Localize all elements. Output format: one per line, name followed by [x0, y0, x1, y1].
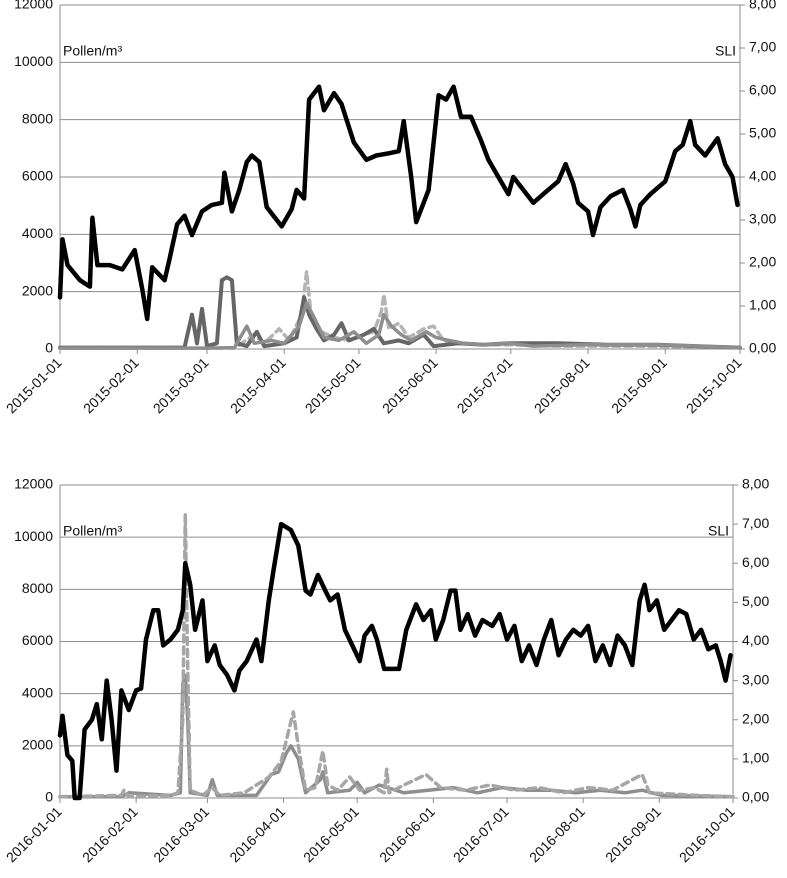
y2-tick-label: 3,00	[749, 211, 776, 227]
x-tick-label: 2016-06-01	[376, 803, 438, 865]
series-line	[58, 301, 742, 350]
y2-axis-label: SLI	[708, 523, 729, 539]
x-tick-label: 2015-04-01	[227, 354, 289, 416]
x-tick-label: 2015-08-01	[531, 354, 593, 416]
y2-tick-label: 1,00	[742, 750, 769, 766]
y2-tick-label: 1,00	[749, 297, 776, 313]
x-tick-label: 2015-02-01	[80, 354, 142, 416]
x-tick-label: 2016-01-01	[3, 803, 65, 865]
y-tick-label: 12000	[14, 0, 53, 12]
y2-axis-label: SLI	[715, 43, 736, 59]
y-tick-label: 2000	[22, 737, 53, 753]
y2-tick-label: 5,00	[749, 125, 776, 141]
x-tick-label: 2016-10-01	[676, 803, 738, 865]
y2-tick-label: 4,00	[749, 168, 776, 184]
y2-tick-label: 7,00	[742, 515, 769, 531]
y-tick-label: 8000	[22, 580, 53, 596]
x-tick-label: 2015-05-01	[302, 354, 364, 416]
y2-tick-label: 6,00	[742, 554, 769, 570]
y-axis-label: Pollen/m³	[63, 523, 122, 539]
y-tick-label: 4000	[22, 684, 53, 700]
y-tick-label: 6000	[22, 632, 53, 648]
y2-tick-label: 0,00	[742, 789, 769, 805]
y-tick-label: 10000	[14, 53, 53, 69]
x-tick-label: 2015-01-01	[3, 354, 65, 416]
x-tick-label: 2015-07-01	[454, 354, 516, 416]
x-tick-label: 2015-06-01	[379, 354, 441, 416]
series-line	[58, 275, 742, 350]
x-tick-label: 2016-05-01	[300, 803, 362, 865]
y-tick-label: 0	[45, 789, 53, 805]
y-axis-label: Pollen/m³	[63, 43, 122, 59]
x-tick-label: 2016-03-01	[150, 803, 212, 865]
series-line	[57, 84, 740, 322]
x-tick-label: 2016-07-01	[450, 803, 512, 865]
x-tick-label: 2016-08-01	[526, 803, 588, 865]
y2-tick-label: 8,00	[749, 0, 776, 12]
x-tick-label: 2015-09-01	[608, 354, 670, 416]
y-tick-label: 4000	[22, 225, 53, 241]
y2-tick-label: 8,00	[742, 476, 769, 492]
y2-tick-label: 2,00	[742, 710, 769, 726]
y2-tick-label: 5,00	[742, 593, 769, 609]
y2-tick-label: 2,00	[749, 254, 776, 270]
y2-tick-label: 7,00	[749, 39, 776, 55]
x-tick-label: 2015-10-01	[683, 354, 745, 416]
x-tick-label: 2016-02-01	[79, 803, 141, 865]
x-tick-label: 2015-03-01	[150, 354, 212, 416]
y-tick-label: 2000	[22, 282, 53, 298]
y-tick-label: 0	[45, 340, 53, 356]
x-tick-label: 2016-04-01	[226, 803, 288, 865]
y-tick-label: 8000	[22, 110, 53, 126]
x-tick-label: 2016-09-01	[602, 803, 664, 865]
y-tick-label: 6000	[22, 168, 53, 184]
series-line	[58, 511, 735, 799]
y2-tick-label: 4,00	[742, 632, 769, 648]
y-tick-label: 12000	[14, 476, 53, 492]
y2-tick-label: 0,00	[749, 340, 776, 356]
series-line	[58, 269, 742, 350]
y2-tick-label: 6,00	[749, 82, 776, 98]
y2-tick-label: 3,00	[742, 671, 769, 687]
series-line	[57, 521, 733, 801]
y-tick-label: 10000	[14, 528, 53, 544]
